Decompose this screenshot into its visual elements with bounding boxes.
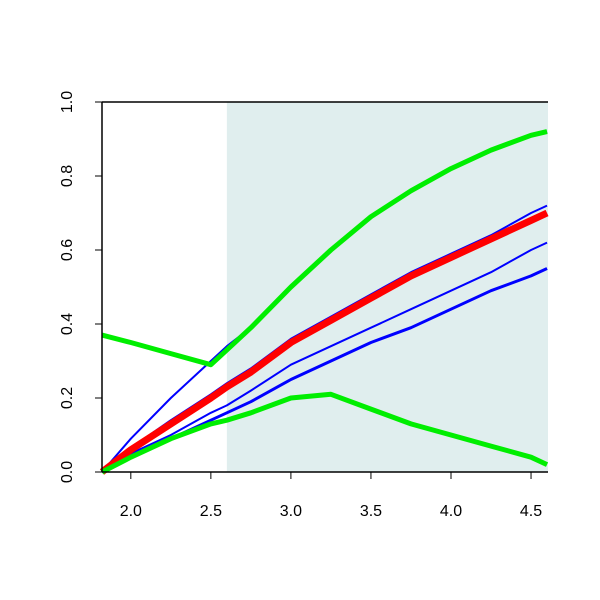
y-tick-label: 0.8: [59, 165, 76, 187]
data-line: [101, 241, 548, 473]
x-tick-label: 4.5: [520, 503, 542, 520]
data-line: [99, 209, 549, 475]
x-tick-label: 2.5: [200, 503, 222, 520]
x-tick-label: 2.0: [120, 503, 142, 520]
x-tick-label: 4.0: [440, 503, 462, 520]
data-line: [100, 391, 549, 475]
y-tick-label: 1.0: [59, 91, 76, 113]
y-tick-label: 0.2: [59, 387, 76, 409]
y-tick-label: 0.4: [59, 313, 76, 335]
x-tick-label: 3.5: [360, 503, 382, 520]
y-tick-label: 0.0: [59, 461, 76, 483]
y-tick-label: 0.6: [59, 239, 76, 261]
data-line: [101, 129, 548, 368]
x-tick-label: 3.0: [280, 503, 302, 520]
